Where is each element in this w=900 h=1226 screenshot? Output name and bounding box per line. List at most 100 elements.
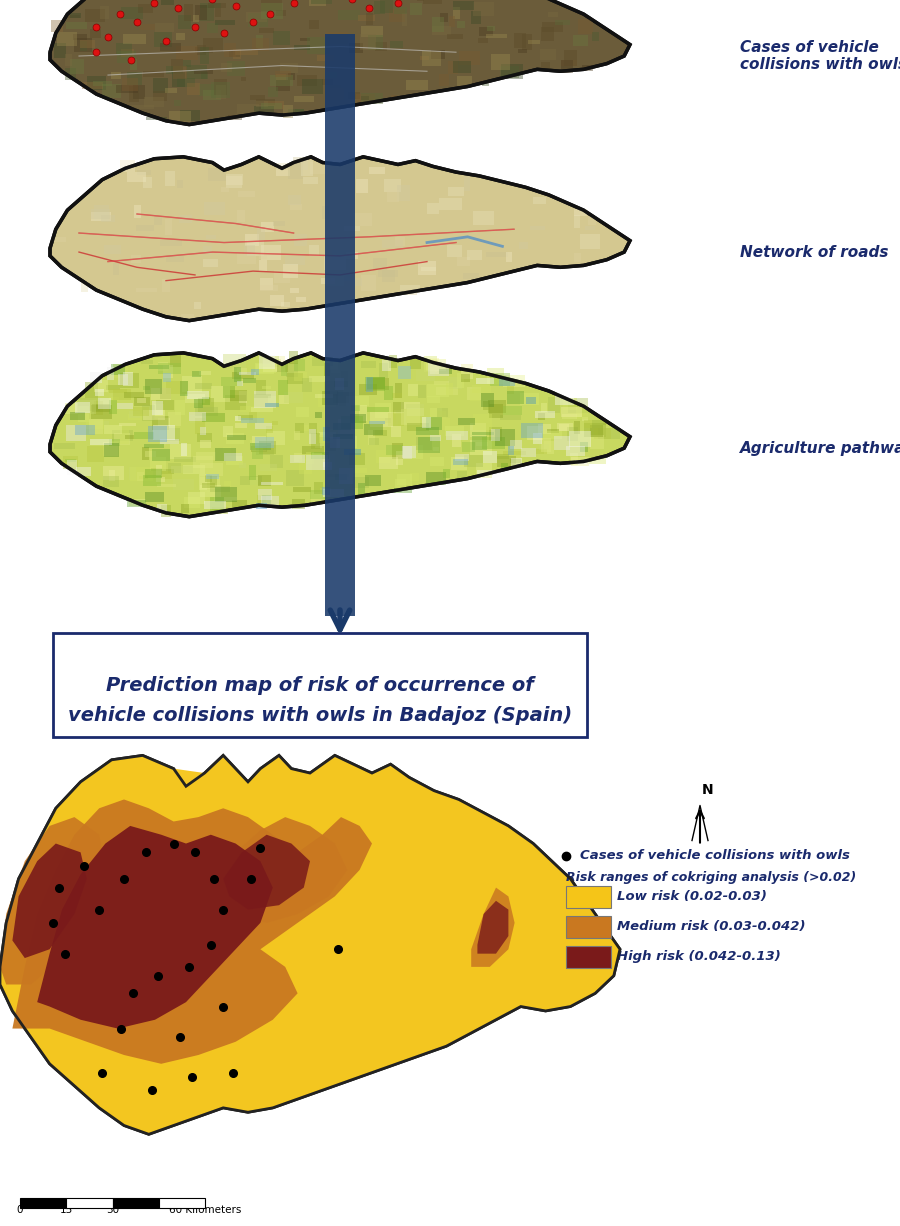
Bar [503,406,522,416]
Bar [311,452,328,459]
Bar [256,447,274,455]
Bar [580,234,599,249]
Bar [509,460,521,463]
Bar [86,76,106,91]
Bar [526,397,536,403]
Text: Cases of vehicle
collisions with owls: Cases of vehicle collisions with owls [740,39,900,72]
Bar [143,474,160,487]
Bar [568,397,588,413]
Bar [568,427,578,441]
Bar [422,51,441,66]
Bar [176,45,198,60]
Bar [575,460,589,463]
Bar [477,471,500,474]
Bar [159,430,166,446]
Bar [293,359,305,371]
Bar [161,472,172,479]
Bar [77,398,100,411]
Bar [322,487,330,494]
Bar [284,391,302,403]
Bar [319,432,336,436]
Bar [105,385,120,390]
Bar [251,446,266,451]
Bar [289,351,298,364]
Bar [288,74,294,81]
Bar [130,86,140,102]
Bar [598,428,620,439]
Bar [393,402,404,412]
Bar [137,472,144,481]
Bar [388,413,404,427]
Bar [258,255,267,259]
Text: vehicle collisions with owls in Badajoz (Spain): vehicle collisions with owls in Badajoz … [68,706,572,725]
Bar [202,413,226,422]
Bar [203,246,212,254]
Bar [483,451,498,463]
Bar [133,85,145,99]
Bar [428,363,449,376]
Bar [181,444,187,456]
Bar [548,12,558,17]
Bar [478,38,488,43]
Bar [491,429,500,440]
Bar [290,455,305,463]
Bar [295,109,304,114]
Bar [395,384,402,397]
Bar [503,451,526,455]
Bar [555,21,570,25]
Bar [394,6,407,13]
Bar [439,369,452,374]
Bar [136,288,157,292]
Bar [67,15,80,18]
Bar [234,367,241,383]
Bar [416,370,436,381]
Bar [428,384,449,397]
Bar [293,487,311,493]
Bar [213,497,237,500]
Bar [220,378,242,386]
Bar [365,12,373,25]
Bar [65,69,76,80]
Bar [171,467,194,473]
Bar [143,178,152,188]
Bar [112,1198,158,1208]
Bar [92,405,110,412]
Bar [91,208,110,219]
Bar [439,74,449,86]
Bar [158,484,176,488]
Bar [250,96,265,101]
Bar [444,470,450,478]
Bar [436,412,446,419]
Bar [224,43,236,58]
Bar [566,885,611,907]
Bar [573,34,588,47]
Bar [396,411,407,424]
Bar [287,163,302,179]
Bar [333,392,348,402]
Bar [142,71,164,77]
Bar [261,482,284,485]
Bar [225,396,247,411]
Bar [206,473,219,478]
Bar [256,503,267,509]
Bar [131,105,154,109]
Bar [237,210,246,222]
Bar [315,412,322,418]
Bar [163,374,171,381]
Bar [498,456,517,467]
Bar [168,412,181,427]
Bar [429,408,442,418]
Bar [527,40,540,44]
Bar [323,427,330,441]
Bar [410,2,422,15]
Bar [145,450,157,456]
Bar [240,476,262,485]
Bar [482,81,489,86]
Bar [588,216,596,224]
Bar [174,456,196,462]
Bar [213,78,227,94]
Bar [367,378,389,390]
Bar [262,386,271,390]
Bar [324,255,346,270]
Bar [195,418,205,434]
